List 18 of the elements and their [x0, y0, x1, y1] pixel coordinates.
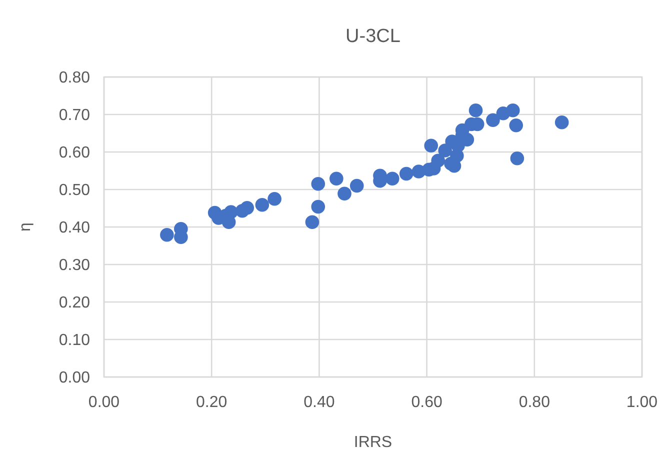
y-tick-label: 0.80 [58, 70, 90, 87]
y-tick-label: 0.00 [58, 370, 90, 387]
y-tick-label: 0.50 [58, 182, 90, 200]
y-tick-label: 0.10 [58, 332, 90, 350]
y-tick-label: 0.40 [58, 220, 90, 237]
x-tick-label: 0.20 [196, 394, 228, 411]
x-tick-label: 0.40 [304, 394, 335, 411]
chart-title: U-3CL [346, 26, 400, 47]
y-tick-label: 0.70 [58, 107, 90, 124]
y-tick-label: 0.60 [58, 144, 90, 162]
y-tick-label: 0.20 [58, 294, 90, 312]
x-tick-label: 0.00 [88, 394, 120, 411]
x-tick-label: 0.60 [411, 394, 442, 411]
x-tick-label: 1.00 [626, 394, 658, 411]
x-tick-label: 0.80 [518, 394, 550, 411]
x-axis-title: IRRS [354, 434, 392, 451]
y-axis-title: η [17, 222, 34, 232]
y-tick-label: 0.30 [58, 257, 90, 274]
